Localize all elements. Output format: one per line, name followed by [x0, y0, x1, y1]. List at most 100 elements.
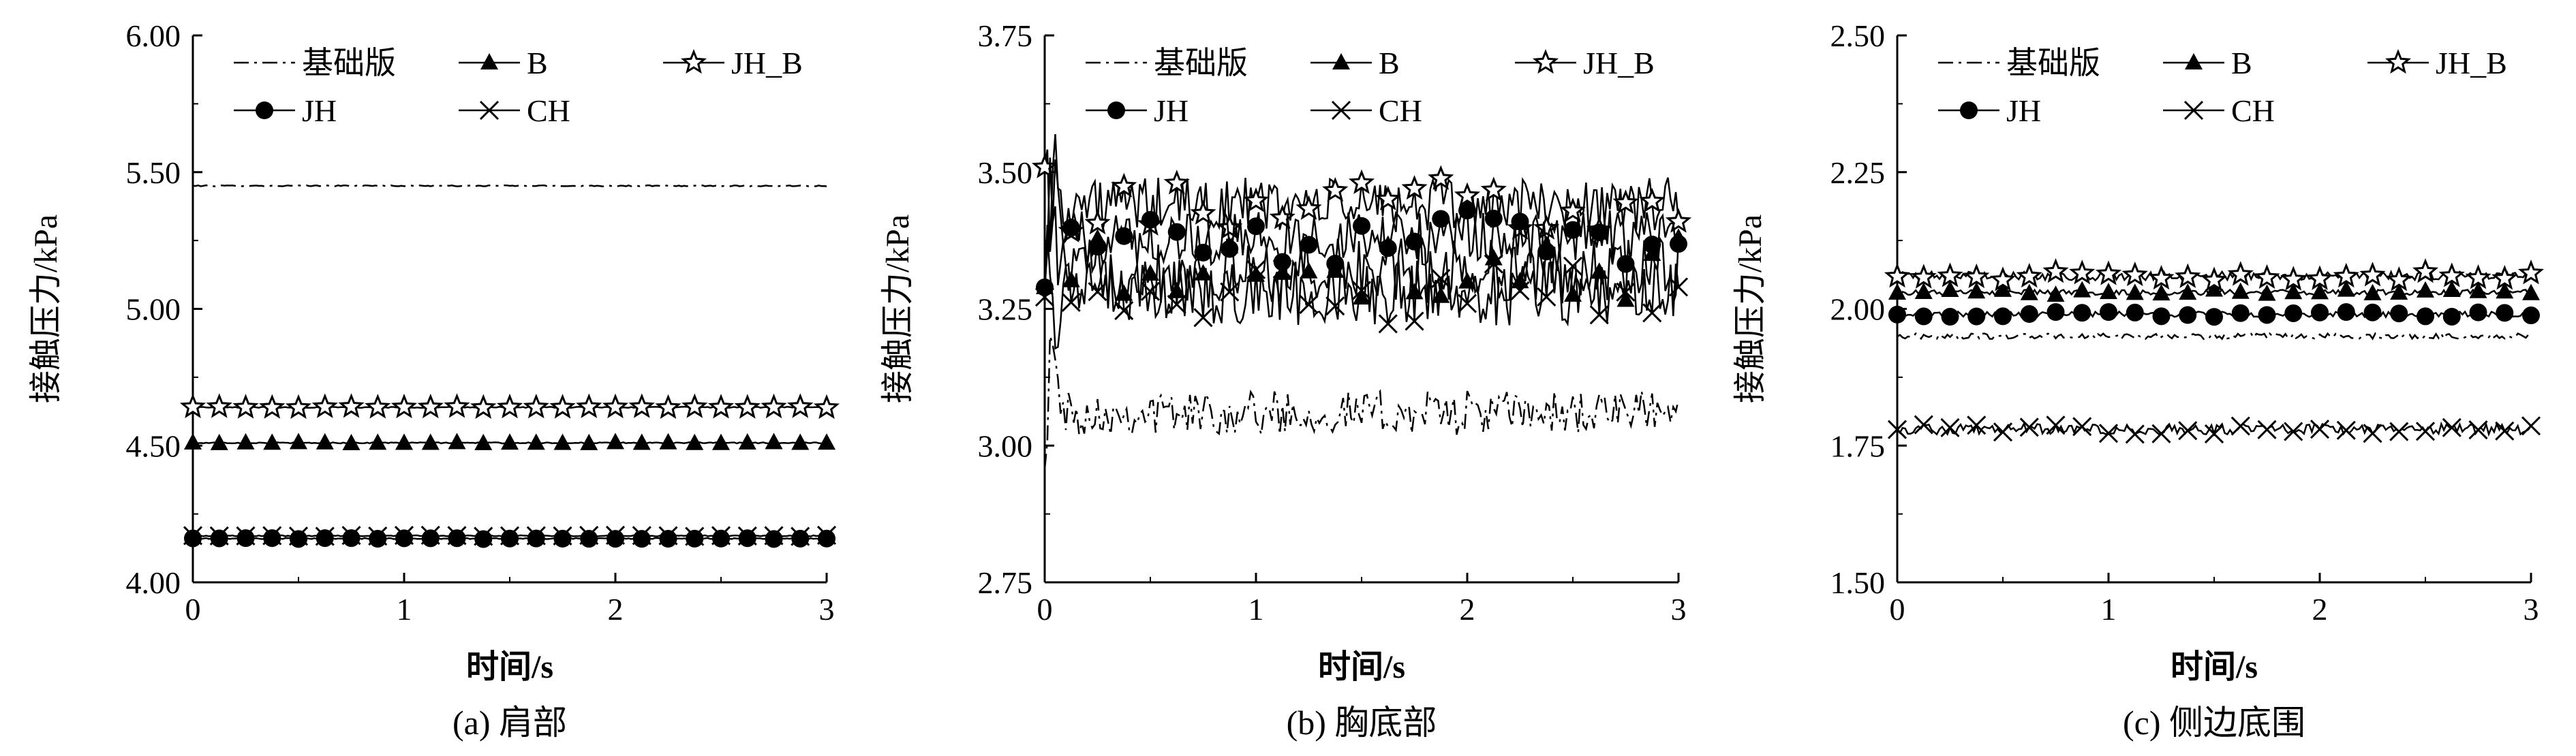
data-point-marker [1967, 415, 1987, 435]
data-point-marker [2280, 266, 2307, 291]
data-point-marker [2415, 422, 2436, 441]
data-point-marker [791, 526, 810, 546]
data-point-marker [2442, 307, 2461, 326]
data-point-marker [209, 526, 229, 546]
data-point-marker [236, 529, 255, 548]
data-point-marker [2254, 264, 2280, 289]
data-point-marker [1914, 415, 1933, 435]
x-tick-label: 3 [2524, 592, 2539, 627]
data-point-marker [1167, 294, 1186, 315]
data-point-marker [2069, 259, 2096, 285]
data-point-marker [1665, 208, 1692, 233]
data-point-marker [2046, 303, 2065, 321]
data-point-marker [338, 393, 365, 418]
data-point-marker [2521, 416, 2541, 436]
data-point-marker [2284, 422, 2303, 441]
y-tick-label: 2.00 [1830, 292, 1886, 327]
data-point-marker [2306, 265, 2333, 290]
legend-marker [680, 48, 707, 74]
data-point-marker [259, 394, 286, 419]
legend-label: 基础版 [302, 46, 396, 80]
data-point-marker [448, 529, 466, 548]
data-point-marker [1559, 198, 1586, 223]
data-point-marker [765, 432, 783, 450]
data-point-marker [787, 393, 814, 418]
data-point-marker [1379, 239, 1397, 257]
data-point-marker [341, 526, 361, 546]
data-point-marker [2016, 262, 2042, 288]
legend-label: B [2231, 46, 2252, 80]
y-axis-title: 接触压力/kPa [880, 215, 916, 403]
legend-label: JH [2006, 93, 2041, 128]
data-point-marker [1590, 262, 1608, 279]
data-point-marker [1269, 204, 1295, 230]
legend-label: JH_B [2436, 46, 2507, 80]
data-point-marker [1963, 263, 1990, 289]
data-point-marker [1589, 305, 1609, 325]
data-point-marker [2227, 261, 2254, 286]
data-point-marker [1480, 176, 1507, 202]
data-point-marker [712, 529, 730, 548]
data-point-marker [686, 529, 704, 548]
data-point-marker [2231, 304, 2250, 322]
series-JH [1888, 303, 2540, 326]
data-point-marker [1031, 153, 1058, 178]
data-point-marker [1300, 236, 1318, 254]
data-point-marker [527, 433, 545, 450]
legend-item-CH: CH [459, 93, 570, 128]
data-point-marker [2495, 421, 2515, 441]
data-point-marker [184, 432, 202, 450]
data-point-marker [2522, 283, 2540, 300]
x-tick-label: 2 [2312, 592, 2328, 627]
data-point-marker [707, 394, 735, 419]
data-point-marker [737, 526, 757, 546]
data-point-marker [2257, 420, 2277, 439]
data-point-marker [818, 433, 835, 450]
data-point-marker [2046, 415, 2066, 435]
data-point-marker [1326, 255, 1345, 273]
y-tick-label: 5.00 [126, 292, 181, 327]
data-point-marker [2098, 424, 2119, 443]
data-point-marker [1994, 307, 2012, 326]
data-point-marker [2230, 416, 2250, 436]
data-point-marker [1432, 210, 1450, 228]
legend-item-JH: JH [234, 93, 337, 128]
data-point-marker [420, 525, 440, 546]
legend-item-JH: JH [1938, 93, 2041, 128]
x-tick-label: 0 [1890, 592, 1905, 627]
data-point-marker [1668, 277, 1689, 297]
data-point-marker [1246, 259, 1266, 279]
data-point-marker [1967, 307, 1986, 326]
data-point-marker [553, 526, 572, 546]
legend-item-B: B [2163, 46, 2252, 80]
data-point-marker [1888, 305, 1906, 324]
data-point-marker [1458, 202, 1476, 220]
data-point-marker [448, 432, 466, 450]
legend-label: JH [302, 93, 337, 128]
data-point-marker [2284, 283, 2303, 300]
x-tick-label: 2 [608, 592, 624, 627]
data-point-marker [816, 525, 837, 546]
data-point-marker [263, 529, 281, 548]
data-point-marker [496, 393, 523, 419]
data-point-marker [263, 433, 281, 450]
data-point-marker [2311, 303, 2329, 321]
legend-label: B [527, 46, 548, 80]
data-point-marker [2020, 305, 2038, 324]
data-point-marker [417, 393, 444, 419]
data-point-marker [2201, 266, 2228, 292]
data-point-marker [2178, 421, 2198, 441]
data-point-marker [2469, 303, 2487, 321]
data-point-marker [1616, 290, 1635, 307]
data-point-marker [236, 526, 256, 546]
y-tick-label: 1.50 [1830, 565, 1886, 600]
data-point-marker [2390, 283, 2408, 300]
data-point-marker [1084, 209, 1111, 235]
data-point-marker [2152, 284, 2171, 301]
x-tick-label: 2 [1460, 592, 1475, 627]
panel-caption: (c) 侧边底围 [2123, 704, 2305, 742]
data-point-marker [1221, 240, 1239, 258]
data-point-marker [2151, 424, 2171, 443]
data-point-marker [1405, 311, 1424, 331]
x-tick-label: 1 [397, 592, 412, 627]
